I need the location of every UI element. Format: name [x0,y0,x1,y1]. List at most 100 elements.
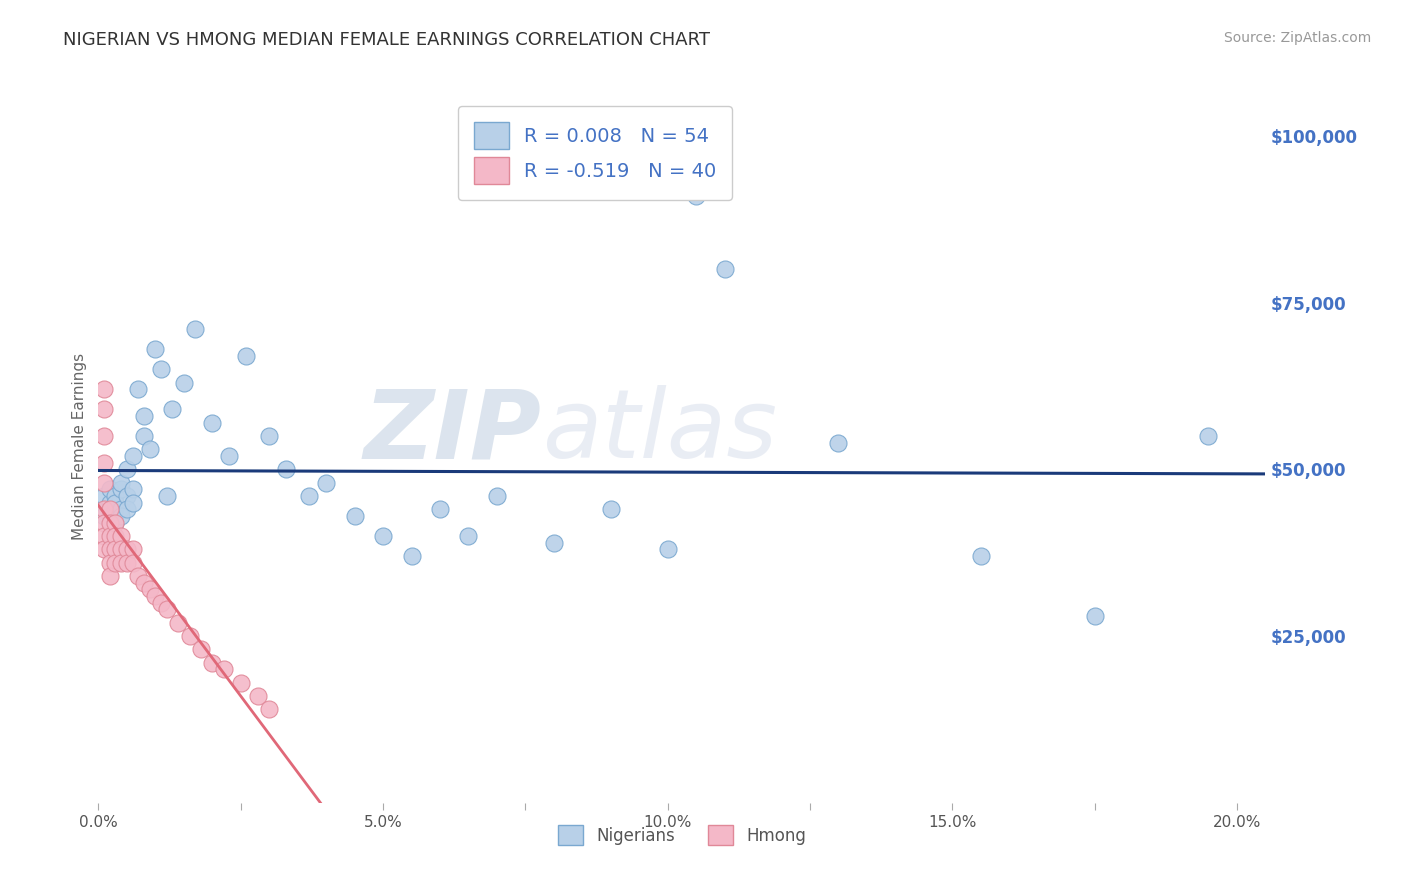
Point [212,662,235,676]
Point [104,516,127,530]
Point [127,382,149,396]
Text: Source: ZipAtlas.com: Source: ZipAtlas.com [1223,31,1371,45]
Point [685,189,707,203]
Point [98,502,121,516]
Point [98,509,121,524]
Point [173,376,195,390]
Point [115,542,138,557]
Point [485,489,508,503]
Point [713,262,735,277]
Point [93,502,115,516]
Point [104,496,127,510]
Point [98,569,121,583]
Point [93,509,115,524]
Point [93,529,115,543]
Point [298,489,321,503]
Point [132,409,155,423]
Point [110,475,132,490]
Point [246,689,269,703]
Point [190,642,212,657]
Text: NIGERIAN VS HMONG MEDIAN FEMALE EARNINGS CORRELATION CHART: NIGERIAN VS HMONG MEDIAN FEMALE EARNINGS… [63,31,710,49]
Point [429,502,451,516]
Point [121,483,143,497]
Point [657,542,679,557]
Point [229,675,252,690]
Point [104,529,127,543]
Point [1198,429,1220,443]
Point [110,542,132,557]
Point [104,556,127,570]
Point [93,475,115,490]
Point [457,529,479,543]
Point [93,542,115,557]
Point [98,496,121,510]
Point [98,529,121,543]
Point [110,529,132,543]
Point [115,556,138,570]
Point [156,602,179,616]
Text: ZIP: ZIP [364,385,541,478]
Point [315,475,337,490]
Point [110,483,132,497]
Point [121,496,143,510]
Point [343,509,366,524]
Point [98,542,121,557]
Point [110,502,132,516]
Point [179,629,201,643]
Point [235,349,257,363]
Point [371,529,394,543]
Point [115,462,138,476]
Point [257,429,280,443]
Point [98,483,121,497]
Point [93,456,115,470]
Point [98,522,121,536]
Point [127,569,149,583]
Point [104,516,127,530]
Point [110,556,132,570]
Point [257,702,280,716]
Point [93,402,115,417]
Point [143,589,166,603]
Point [132,575,155,590]
Point [143,343,166,357]
Point [93,429,115,443]
Point [184,322,207,336]
Point [218,449,240,463]
Point [104,489,127,503]
Text: atlas: atlas [541,385,778,478]
Point [121,542,143,557]
Point [93,489,115,503]
Point [93,382,115,396]
Point [115,502,138,516]
Point [970,549,993,563]
Point [201,416,224,430]
Point [98,556,121,570]
Point [167,615,190,630]
Point [104,502,127,516]
Point [827,435,849,450]
Point [104,509,127,524]
Point [162,402,184,417]
Point [150,596,173,610]
Point [401,549,423,563]
Point [93,502,115,516]
Point [1084,609,1107,624]
Point [93,516,115,530]
Point [543,535,565,549]
Point [121,556,143,570]
Point [121,449,143,463]
Point [138,582,160,597]
Point [110,509,132,524]
Y-axis label: Median Female Earnings: Median Female Earnings [72,352,87,540]
Point [138,442,160,457]
Point [599,502,621,516]
Point [104,542,127,557]
Point [276,462,298,476]
Point [156,489,179,503]
Legend: Nigerians, Hmong: Nigerians, Hmong [544,812,820,859]
Point [201,656,224,670]
Point [150,362,173,376]
Point [132,429,155,443]
Point [115,489,138,503]
Point [98,516,121,530]
